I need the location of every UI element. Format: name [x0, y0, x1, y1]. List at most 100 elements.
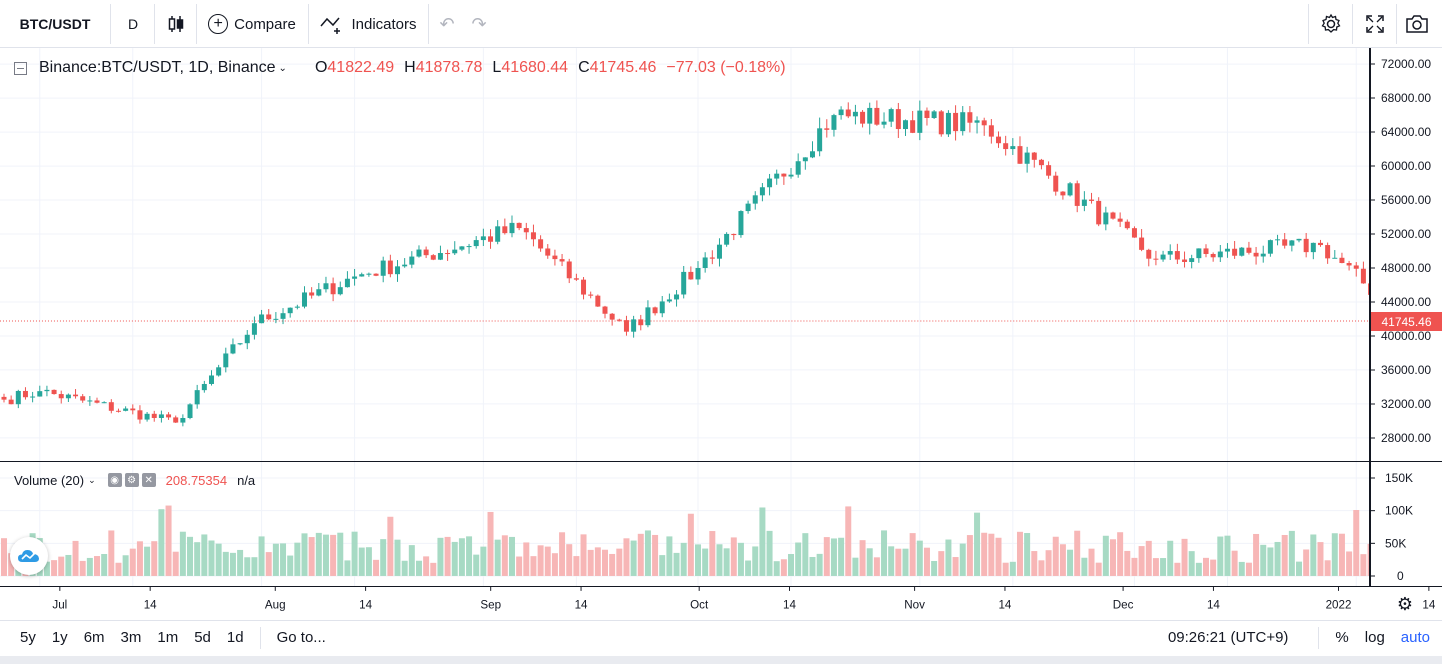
range-3m-button[interactable]: 3m	[120, 629, 142, 646]
volume-bar	[866, 548, 873, 576]
candle-body	[108, 402, 114, 411]
redo-icon: ↷	[471, 13, 487, 34]
toolbar-divider	[196, 4, 197, 44]
tradingview-logo[interactable]	[10, 537, 48, 575]
interval-button[interactable]: D	[127, 16, 139, 32]
eye-icon[interactable]: ◉	[107, 473, 122, 487]
indicators-icon	[320, 17, 341, 34]
time-tick-label: 14	[1207, 598, 1220, 611]
change-value: −77.03 (−0.18%)	[666, 59, 786, 76]
symbol-search-button[interactable]: BTC/USDT	[19, 16, 91, 32]
candle-body	[1110, 212, 1116, 219]
volume-bar	[573, 556, 580, 576]
percent-scale-button[interactable]: %	[1335, 629, 1349, 646]
candle-body	[552, 255, 558, 260]
chevron-down-icon[interactable]: ⌄	[88, 474, 96, 485]
candle-body	[1124, 221, 1130, 229]
candle-body	[409, 256, 415, 265]
price-tick-label: 72000.00	[1381, 57, 1431, 71]
volume-bar	[43, 561, 50, 576]
volume-bar	[229, 552, 236, 576]
volume-bar	[616, 548, 623, 576]
candle-body	[695, 267, 701, 280]
candle-body	[37, 391, 43, 397]
candle-body	[273, 318, 279, 320]
candle-body	[1067, 183, 1073, 196]
range-1m-button[interactable]: 1m	[157, 629, 179, 646]
indicators-button[interactable]: Indicators	[310, 4, 426, 44]
volume-bar	[258, 536, 265, 576]
gear-icon[interactable]: ⚙	[124, 473, 139, 487]
snapshot-button[interactable]	[1398, 4, 1436, 44]
volume-bar	[816, 553, 823, 576]
volume-bar	[1052, 536, 1059, 576]
volume-bar	[101, 554, 108, 576]
candle-body	[988, 125, 994, 137]
pane-separator[interactable]	[0, 461, 1442, 462]
candle-body	[8, 399, 14, 405]
redo-button[interactable]: ↷	[464, 4, 494, 44]
volume-chart[interactable]	[0, 462, 1370, 586]
candle-body	[1053, 175, 1059, 192]
candle-body	[280, 313, 286, 319]
log-scale-button[interactable]: log	[1364, 629, 1385, 646]
range-5d-button[interactable]: 5d	[194, 629, 211, 646]
range-1d-button[interactable]: 1d	[226, 629, 244, 646]
candle-body	[1010, 146, 1016, 150]
volume-bar	[272, 543, 279, 576]
volume-bar	[322, 534, 329, 576]
range-1y-button[interactable]: 1y	[51, 629, 68, 646]
compare-button[interactable]: + Compare	[200, 4, 304, 44]
close-icon[interactable]: ✕	[141, 473, 156, 487]
candle-body	[1074, 183, 1080, 206]
series-title[interactable]: Binance:BTC/USDT, 1D, Binance	[39, 59, 276, 76]
candle-body	[1139, 237, 1145, 250]
candle-body	[1203, 248, 1209, 254]
candle-body	[1146, 249, 1152, 259]
candle-body	[330, 283, 336, 295]
candle-body	[237, 343, 243, 345]
candle-body	[581, 279, 587, 295]
volume-bar	[351, 531, 358, 576]
volume-bar	[873, 557, 880, 576]
candle-body	[666, 299, 672, 302]
price-tick-label: 68000.00	[1381, 91, 1431, 105]
collapse-legend-icon[interactable]	[14, 61, 27, 75]
axis-settings-button[interactable]: ⚙	[1392, 591, 1418, 617]
volume-bar	[516, 556, 523, 576]
volume-bar	[1067, 549, 1074, 576]
volume-bar	[1331, 533, 1338, 576]
clock-timezone-button[interactable]: 09:26:21 (UTC+9)	[1167, 629, 1289, 646]
auto-scale-button[interactable]: auto	[1400, 629, 1430, 646]
candle-body	[631, 319, 637, 332]
volume-bar	[551, 553, 558, 576]
volume-bar	[1160, 558, 1167, 576]
goto-date-button[interactable]: Go to...	[276, 629, 326, 646]
price-axis[interactable]: 72000.00 68000.00 64000.00 60000.00 56000.00…	[1371, 48, 1442, 586]
range-5y-button[interactable]: 5y	[20, 629, 36, 646]
candle-body	[738, 211, 744, 236]
time-tick-label: Jul	[52, 598, 67, 611]
volume-bar	[79, 560, 86, 576]
toolbar-divider	[1352, 4, 1353, 44]
fullscreen-button[interactable]	[1356, 4, 1394, 44]
candle-body	[817, 128, 823, 152]
range-6m-button[interactable]: 6m	[83, 629, 105, 646]
chevron-down-icon[interactable]: ⌄	[278, 62, 287, 74]
candle-body	[824, 128, 830, 130]
candle-body	[845, 109, 851, 117]
time-axis[interactable]: Jul 14 Aug 14 Sep 14 Oct 14 Nov 14 Dec 14 2022 14	[0, 586, 1442, 620]
undo-button[interactable]: ↶	[432, 4, 462, 44]
volume-title[interactable]: Volume (20)	[14, 472, 85, 488]
volume-bar	[802, 533, 809, 576]
settings-button[interactable]	[1312, 4, 1350, 44]
candle-body	[101, 402, 107, 404]
volume-bar	[895, 548, 902, 576]
price-chart[interactable]	[0, 48, 1370, 461]
volume-bar	[859, 540, 866, 576]
candle-body	[44, 389, 50, 392]
volume-bar	[237, 549, 244, 576]
chart-style-button[interactable]	[158, 4, 194, 44]
candle-body	[860, 111, 866, 124]
candle-body	[767, 178, 773, 188]
